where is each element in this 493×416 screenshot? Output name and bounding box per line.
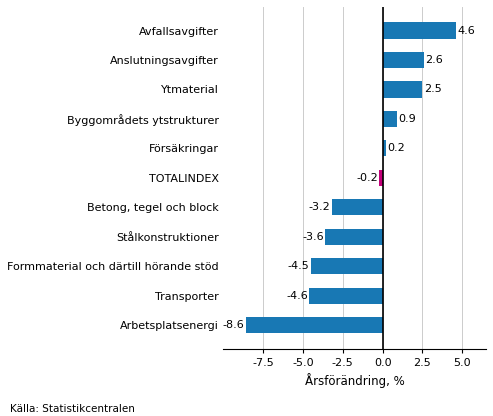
Bar [246, 317, 383, 333]
Text: 2.5: 2.5 [423, 84, 441, 94]
Text: Källa: Statistikcentralen: Källa: Statistikcentralen [10, 404, 135, 414]
Text: 4.6: 4.6 [457, 25, 475, 36]
Bar [383, 22, 456, 39]
Text: -4.5: -4.5 [288, 261, 310, 271]
Text: 0.9: 0.9 [398, 114, 416, 124]
Text: -0.2: -0.2 [356, 173, 378, 183]
Text: -4.6: -4.6 [286, 291, 308, 301]
Bar [310, 287, 383, 304]
Bar [332, 199, 383, 215]
Text: 0.2: 0.2 [387, 144, 405, 154]
Bar [383, 52, 424, 68]
Bar [383, 140, 386, 156]
Bar [380, 170, 383, 186]
X-axis label: Årsförändring, %: Årsförändring, % [305, 373, 405, 388]
Text: 2.6: 2.6 [425, 55, 443, 65]
Text: -3.6: -3.6 [302, 232, 324, 242]
Text: -3.2: -3.2 [309, 202, 330, 212]
Text: -8.6: -8.6 [223, 320, 245, 330]
Bar [383, 111, 397, 127]
Bar [311, 258, 383, 274]
Bar [325, 229, 383, 245]
Bar [383, 82, 423, 98]
